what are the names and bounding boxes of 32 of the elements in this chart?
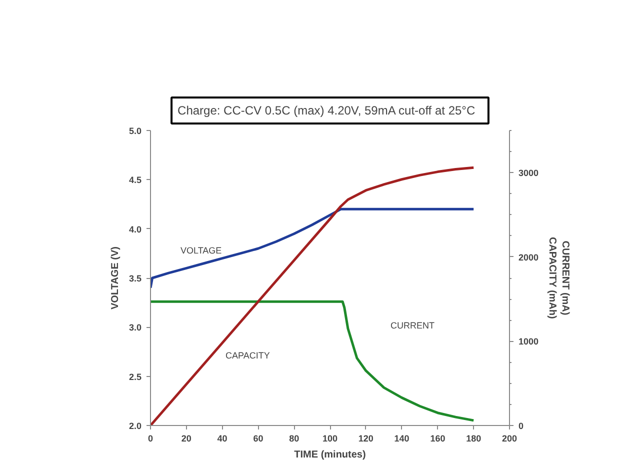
y2-tick-label: 0 bbox=[518, 421, 524, 431]
x-tick-label: 140 bbox=[394, 434, 410, 444]
y-tick-label: 3.5 bbox=[128, 274, 142, 284]
y-tick-label: 2.5 bbox=[128, 372, 142, 382]
x-tick-label: 160 bbox=[430, 434, 446, 444]
y2-tick-label: 3000 bbox=[518, 168, 539, 178]
x-tick-label: 180 bbox=[466, 434, 482, 444]
annotation: VOLTAGE bbox=[180, 246, 222, 256]
y2-axis-title: CURRENT (mA) CAPACITY (mAh) bbox=[546, 236, 571, 319]
x-tick-label: 60 bbox=[253, 434, 264, 444]
x-tick-label: 0 bbox=[148, 434, 154, 444]
line-series bbox=[150, 208, 475, 290]
annotation: CURRENT bbox=[390, 320, 435, 330]
x-tick-label: 80 bbox=[289, 434, 300, 444]
y2-tick-label: 2000 bbox=[518, 252, 539, 262]
annotation: CAPACITY bbox=[226, 350, 270, 360]
x-tick-label: 120 bbox=[358, 434, 374, 444]
line-series bbox=[150, 300, 475, 422]
x-axis-title: TIME (minutes) bbox=[294, 450, 366, 460]
line-series bbox=[150, 166, 475, 426]
y2-tick-label: 1000 bbox=[518, 336, 539, 347]
chart-title: Charge: CC-CV 0.5C (max) 4.20V, 59mA cut-off at 25°C bbox=[178, 104, 476, 118]
y-axis-title: VOLTAGE (V) bbox=[110, 246, 121, 310]
y-tick-label: 4.0 bbox=[128, 224, 142, 234]
x-tick-label: 20 bbox=[181, 434, 192, 444]
y-tick-label: 5.0 bbox=[128, 126, 142, 136]
y-tick-label: 4.5 bbox=[128, 175, 142, 186]
x-tick-label: 100 bbox=[322, 434, 338, 444]
x-tick-label: 200 bbox=[502, 434, 518, 444]
y-tick-label: 2.0 bbox=[128, 421, 142, 431]
y-tick-label: 3.0 bbox=[128, 322, 142, 333]
x-tick-label: 40 bbox=[217, 434, 228, 444]
